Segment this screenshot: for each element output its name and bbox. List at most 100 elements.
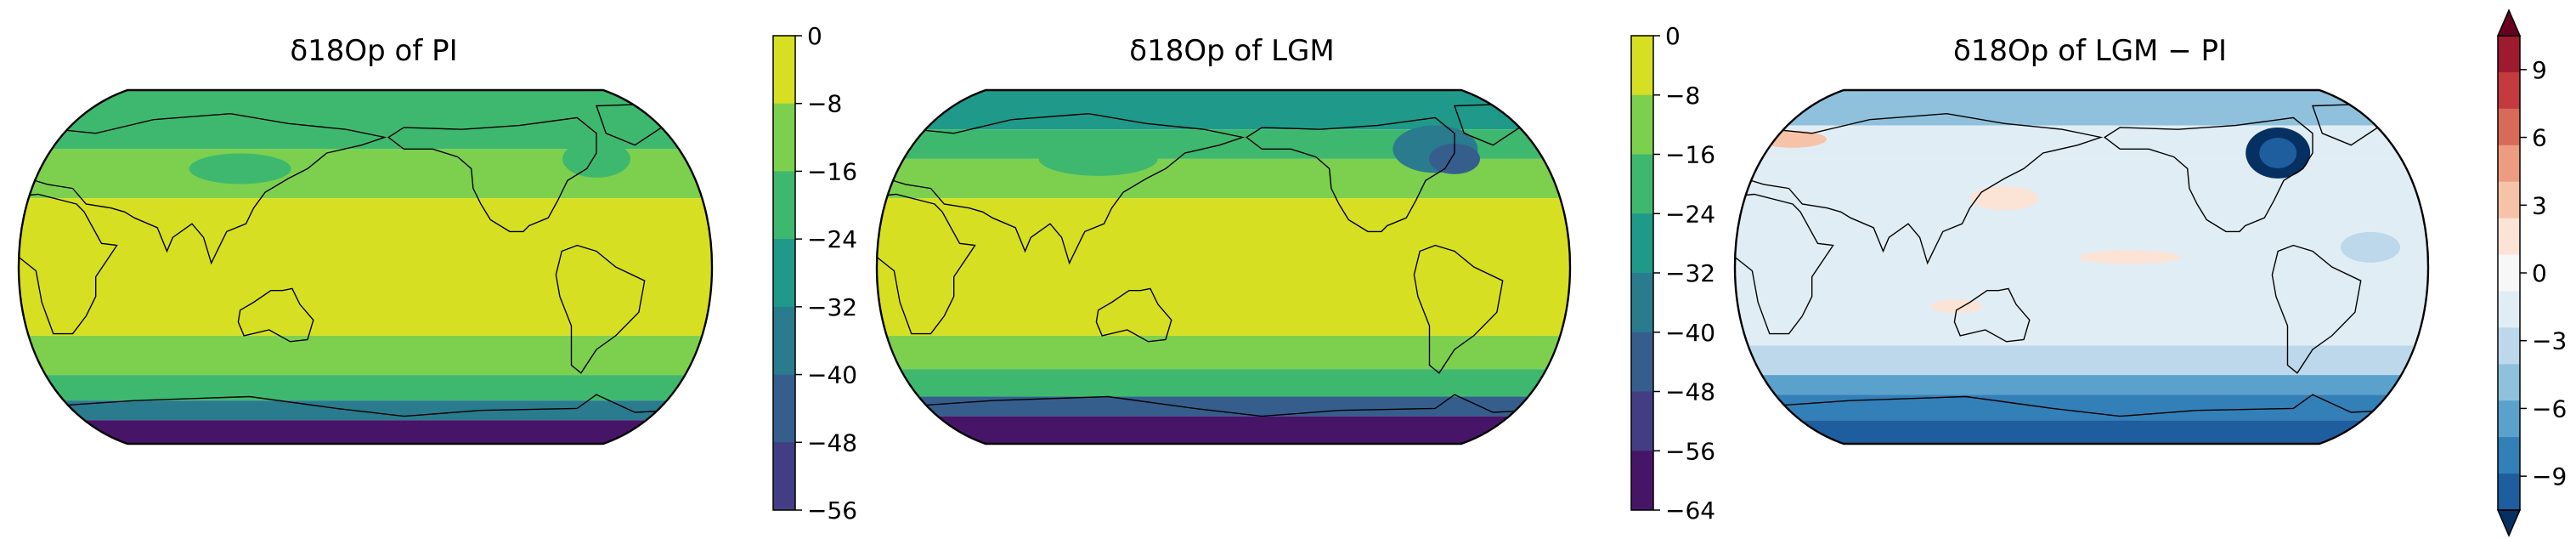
contour-band-5 (1735, 394, 2428, 421)
contour-band-5 (19, 400, 712, 421)
contour-blob-1 (2259, 137, 2297, 168)
colorbar-level-4 (1631, 273, 1653, 333)
coastline-samerica (2271, 244, 2362, 374)
filled-contours (1735, 90, 2428, 444)
colorbar-level-10 (2498, 400, 2520, 438)
colorbar-tick-label: 3 (2532, 191, 2547, 219)
colorbar-level-12 (2498, 474, 2520, 511)
colorbar-level-2 (773, 171, 795, 240)
filled-contours (19, 90, 712, 444)
colorbar-tick-label: −24 (807, 225, 857, 253)
contour-blob-2 (362, 236, 465, 258)
colorbar: 0 −8 −16 −24 −32 −40 −48 −56 −64 (1630, 22, 1715, 525)
colorbar-tick-label: −48 (1665, 378, 1715, 406)
filled-contours (877, 90, 1570, 444)
panel-title: δ18Op of LGM − PI (1952, 34, 2228, 68)
colorbar-frame (772, 35, 796, 511)
contour-band-0 (877, 90, 1570, 130)
coastline-antarctica (877, 394, 1570, 444)
contour-blob-2 (1038, 141, 1158, 176)
coastline-africa (877, 193, 976, 335)
contour-band-4 (877, 335, 1570, 370)
coastline-antarctica (19, 394, 712, 444)
coastline-africa (1735, 193, 1834, 335)
colorbar-tick-label: −24 (1665, 200, 1715, 228)
colorbar-level-9 (2498, 364, 2520, 401)
colorbar-level-1 (2498, 71, 2520, 110)
colorbar-level-4 (773, 306, 795, 376)
colorbar-level-1 (1631, 94, 1653, 155)
coastline-australia (1095, 287, 1172, 343)
panel-pi: δ18Op of PI 0 −8 −16 −24 −32 −40 −48 −56 (17, 0, 867, 539)
map-boundary (875, 88, 1572, 445)
colorbar-tick-label: 9 (2532, 56, 2547, 84)
colorbar-level-7 (2498, 291, 2520, 328)
colorbar-level-3 (1631, 213, 1653, 274)
map (17, 88, 714, 445)
panel-title: δ18Op of LGM (1129, 34, 1335, 68)
coastline-namerica (387, 116, 597, 233)
contour-band-1 (1735, 125, 2428, 159)
colorbar-level-6 (2498, 254, 2520, 292)
colorbar-tick-label: −56 (807, 496, 857, 525)
coastline-eurasia (19, 112, 387, 265)
contour-blob-1 (1429, 143, 1480, 174)
coastline-eurasia (877, 112, 1246, 265)
colorbar-tick-label: −32 (807, 293, 857, 321)
colorbar-level-7 (1631, 451, 1653, 511)
colorbar-level-5 (2498, 218, 2520, 256)
colorbar-tick-label: −8 (1665, 82, 1700, 110)
coastline-antarctica (1735, 394, 2428, 444)
colorbar-tick-label: −56 (1665, 437, 1715, 465)
colorbar-extend-min (2496, 509, 2522, 537)
colorbar-extend-max (2496, 9, 2522, 37)
colorbar-level-3 (2498, 145, 2520, 183)
colorbar-level-0 (773, 36, 795, 105)
coastline-eurasia (1735, 112, 2104, 265)
contour-band-2 (1735, 158, 2428, 346)
colorbar-tick-label: 0 (1665, 22, 1681, 50)
colorbar-level-1 (773, 103, 795, 172)
colorbar-tick-label: −6 (2532, 394, 2567, 423)
colorbar: 9 6 3 0 −3 −6 −9 (2496, 9, 2567, 537)
contour-blob-6 (1759, 130, 1827, 148)
colorbar-tick-label: −9 (2532, 462, 2567, 491)
contour-band-7 (877, 416, 1570, 444)
contour-blob-0 (562, 139, 630, 178)
coastline-australia (1953, 287, 2031, 343)
contour-blob-2 (1970, 186, 2039, 211)
colorbar: 0 −8 −16 −24 −32 −40 −48 −56 (772, 22, 857, 525)
colorbar-level-4 (2498, 181, 2520, 219)
map (1733, 88, 2430, 445)
colorbar-tick-label: −40 (1665, 319, 1715, 347)
contour-band-5 (877, 369, 1570, 397)
colorbar-level-6 (1631, 391, 1653, 451)
colorbar-level-2 (1631, 154, 1653, 214)
colorbar-level-2 (2498, 108, 2520, 146)
coastline-australia (237, 287, 314, 343)
coastline-namerica (1245, 116, 1455, 233)
colorbar-tick-label: −16 (807, 157, 857, 185)
colorbar-tick-label: 0 (2532, 259, 2547, 287)
contour-band-6 (877, 396, 1570, 417)
colorbar-level-0 (1631, 36, 1653, 96)
colorbar-tick-label: 0 (807, 22, 822, 50)
map (875, 88, 1572, 445)
colorbar-tick-label: −48 (807, 428, 857, 457)
contour-blob-5 (2341, 231, 2400, 263)
panel-title: δ18Op of PI (290, 34, 458, 68)
contour-band-2 (19, 198, 712, 336)
colorbar-tick-label: −8 (807, 90, 842, 118)
coastlines (877, 103, 1570, 444)
contour-band-4 (1735, 375, 2428, 395)
contour-band-3 (1735, 345, 2428, 376)
contour-band-6 (1735, 420, 2428, 444)
colorbar-tick-label: −3 (2532, 327, 2567, 355)
colorbar-level-3 (773, 239, 795, 308)
colorbar-tick-label: −64 (1665, 496, 1715, 525)
contour-band-3 (19, 335, 712, 376)
contour-band-0 (1735, 90, 2428, 126)
colorbar-tick-label: 6 (2532, 124, 2547, 152)
coastlines (1735, 103, 2428, 444)
colorbar-level-11 (2498, 437, 2520, 474)
